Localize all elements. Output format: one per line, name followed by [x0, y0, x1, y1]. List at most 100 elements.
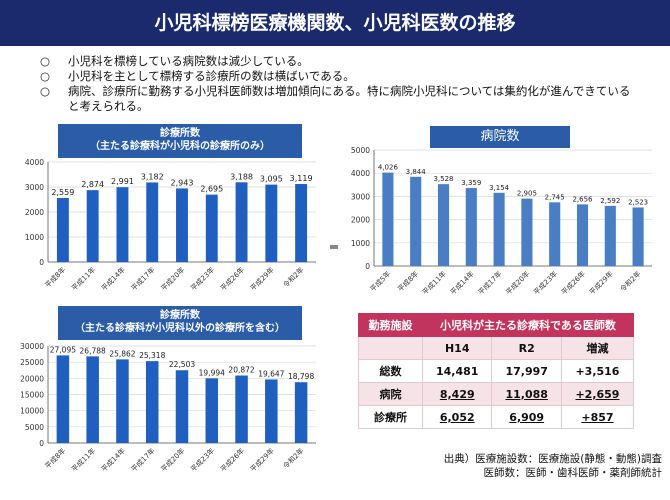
summary-bullets: 小児科を標榜している病院数は減少している。 小児科を主として標榜する診療所の数は…: [40, 54, 640, 114]
table-cell-h14: 14,481: [421, 359, 493, 383]
data-label: 2,656: [572, 195, 593, 203]
y-tick-label: 15000: [20, 391, 44, 400]
x-tick-label: 平成26年: [218, 446, 246, 474]
data-label: 3,844: [406, 168, 427, 176]
table-cell-r2: 6,909: [491, 405, 562, 429]
bullet-1: 小児科を標榜している病院数は減少している。: [40, 54, 640, 69]
x-tick-label: 平成11年: [420, 269, 448, 297]
hospital-chart: 0 1000 2000 3000 4000 5000 4,026 平成5年 3,844 平成8年 3…: [351, 146, 652, 297]
clinic-chart-title-box: 診療所数 （主たる診療科が小児科の診療所のみ）: [58, 124, 302, 158]
table-row: 病院 8,429 11,088 +2,659: [358, 382, 635, 406]
y-tick-label: 4000: [25, 158, 44, 167]
y-tick-label: 10000: [20, 407, 44, 416]
data-label: 3,188: [230, 172, 253, 181]
table-subheader-r2: R2: [491, 336, 562, 360]
x-tick-label: 平成20年: [504, 269, 532, 297]
table-cell-diff: +3,516: [560, 359, 635, 383]
source-line-1: 出典）医療施設数：医療施設(静態・動態)調査: [443, 453, 662, 465]
bar: [146, 182, 159, 262]
bar: [576, 204, 589, 266]
clinic-chart-subtitle: （主たる診療科が小児科の診療所のみ）: [90, 141, 270, 152]
bar: [410, 176, 422, 266]
data-label: 3,119: [290, 174, 313, 183]
table-cell-diff: +857: [560, 405, 635, 429]
data-label: 19,647: [258, 369, 284, 378]
x-tick-label: 平成17年: [129, 446, 157, 474]
bar: [116, 187, 129, 262]
bar: [382, 172, 394, 266]
clinic-all-chart-title-box: 診療所数 （主たる診療科が小児科以外の診療所を含む）: [58, 306, 302, 340]
divider-mark: [330, 245, 338, 249]
data-label: 22,503: [169, 360, 195, 369]
y-tick-label: 5000: [351, 146, 370, 155]
data-label: 2,559: [51, 188, 74, 197]
table-cell-h14: 6,052: [421, 405, 493, 429]
table-subheader-diff: 増減: [560, 336, 635, 360]
x-tick-label: 平成29年: [248, 265, 276, 293]
y-tick-label: 3000: [351, 192, 370, 201]
source-note: 出典）医療施設数：医療施設(静態・動態)調査 医師数：医師・歯科医師・薬剤師統計: [400, 452, 662, 480]
table-row-label: 診療所: [358, 405, 423, 429]
data-label: 2,943: [171, 178, 194, 187]
bar: [549, 202, 561, 266]
x-tick-label: 平成11年: [70, 265, 98, 293]
x-tick-label: 平成29年: [248, 446, 276, 474]
data-label: 25,862: [109, 349, 135, 358]
bar: [176, 188, 188, 262]
x-tick-label: 平成20年: [159, 265, 187, 293]
y-tick-label: 5000: [25, 423, 44, 432]
bar: [56, 355, 70, 443]
bullet-3: 病院、診療所に勤務する小児科医師数は増加傾向にある。特に病院小児科については集約…: [40, 84, 640, 99]
x-tick-label: 平成14年: [99, 446, 127, 474]
y-tick-label: 20000: [20, 374, 44, 383]
bar: [205, 378, 219, 443]
bar: [145, 361, 159, 443]
clinic-pediatric-chart: 0 1000 2000 3000 4000 2,559 平成8年 2,874 平成11年 2,99…: [25, 158, 316, 293]
data-label: 25,318: [139, 351, 165, 360]
page-title: 小児科標榜医療機関数、小児科医数の推移: [0, 0, 670, 46]
bar: [265, 184, 278, 262]
bar: [235, 375, 248, 443]
x-tick-label: 平成17年: [129, 265, 157, 293]
bar: [604, 205, 616, 266]
y-tick-label: 2000: [25, 208, 44, 217]
pediatrician-table: 勤務施設 小児科が主たる診療科である医師数 H14 R2 増減 総数 14,48…: [358, 313, 635, 429]
table-row: 診療所 6,052 6,909 +857: [358, 405, 635, 429]
bar: [493, 192, 505, 266]
data-label: 3,182: [141, 172, 164, 181]
y-tick-label: 4000: [351, 169, 370, 178]
x-tick-label: 平成17年: [476, 269, 504, 297]
table-cell-diff: +2,659: [560, 382, 635, 406]
y-tick-label: 1000: [351, 239, 370, 248]
data-label: 3,095: [260, 175, 283, 184]
data-label: 3,154: [489, 184, 510, 192]
table-cell-r2: 17,997: [491, 359, 562, 383]
x-tick-label: 平成23年: [189, 446, 217, 474]
bar: [295, 184, 308, 262]
bar: [437, 184, 450, 266]
x-tick-label: 令和2年: [618, 269, 642, 293]
x-tick-label: 平成8年: [43, 265, 67, 289]
data-label: 2,874: [81, 180, 104, 189]
y-tick-label: 30000: [20, 342, 44, 351]
table-subheader-blank: [358, 336, 423, 360]
bullet-2: 小児科を主として標榜する診療所の数は横ばいである。: [40, 69, 640, 84]
data-label: 2,592: [600, 197, 620, 205]
y-tick-label: 0: [39, 439, 44, 448]
y-tick-label: 0: [365, 262, 370, 271]
table-cell-r2: 11,088: [491, 382, 562, 406]
data-label: 18,798: [288, 372, 314, 381]
data-label: 20,872: [228, 366, 254, 375]
bar: [521, 198, 533, 266]
x-tick-label: 令和2年: [281, 446, 305, 470]
bullet-3-continued: と考えられる。: [68, 99, 149, 113]
bar: [235, 182, 248, 262]
table-row-label: 病院: [358, 382, 423, 406]
bar: [205, 194, 218, 262]
x-tick-label: 平成14年: [99, 265, 127, 293]
data-label: 27,095: [50, 345, 76, 354]
x-tick-label: 平成23年: [189, 265, 217, 293]
table-header-doctors: 小児科が主たる診療科である医師数: [422, 313, 634, 337]
y-tick-label: 25000: [20, 358, 44, 367]
y-tick-label: 3000: [25, 183, 44, 192]
